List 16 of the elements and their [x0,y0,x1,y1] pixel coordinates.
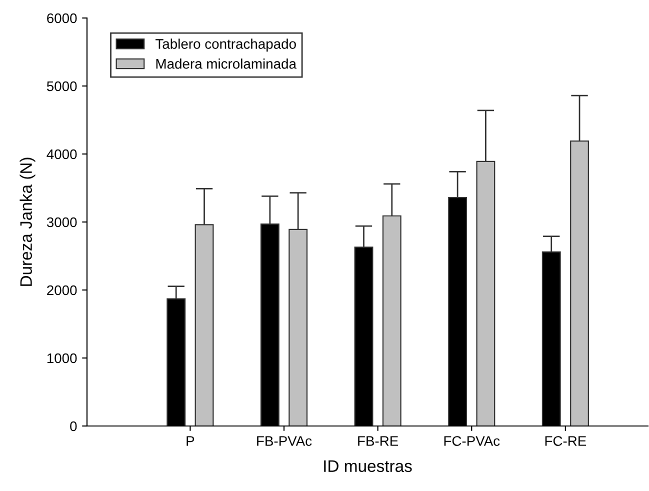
y-tick-label: 4000 [46,149,77,160]
x-axis-title: ID muestras [324,460,412,472]
x-tick-label: FB-PVAc [257,436,312,446]
legend-label: Tablero contrachapado [156,38,296,52]
y-axis-title: Dureza Janka (N) [20,158,36,286]
y-tick-label: 5000 [46,81,77,92]
x-tick-label: P [186,436,194,446]
y-tick-label: 6000 [47,13,77,24]
y-tick-label: 0 [70,421,77,432]
y-tick-label: 2000 [47,285,77,296]
x-tick-label: FC-RE [545,436,586,446]
x-tick-label: FC-PVAc [444,436,500,446]
legend-label: Madera microlaminada [156,58,296,69]
y-tick-label: 3000 [46,217,77,228]
x-tick-label: FB-RE [358,436,398,446]
y-tick-label: 1000 [47,353,77,364]
